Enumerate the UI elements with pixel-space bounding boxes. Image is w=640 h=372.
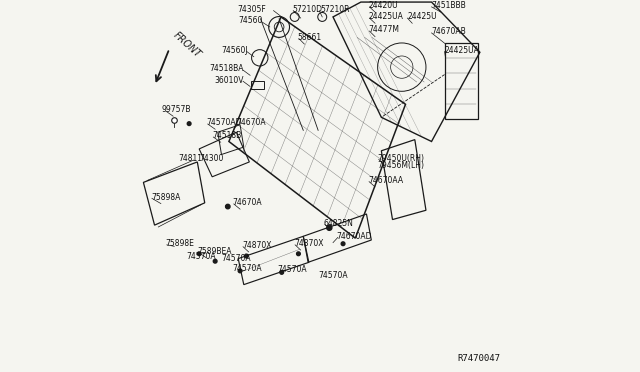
Text: 24425UA: 24425UA bbox=[445, 46, 479, 55]
Circle shape bbox=[341, 242, 345, 246]
Text: R7470047: R7470047 bbox=[458, 354, 500, 363]
Text: 36010V: 36010V bbox=[214, 76, 244, 85]
Text: 58661: 58661 bbox=[298, 33, 322, 42]
Circle shape bbox=[213, 259, 217, 263]
Circle shape bbox=[238, 269, 242, 273]
Text: 57210R: 57210R bbox=[320, 5, 349, 14]
Circle shape bbox=[326, 225, 332, 230]
Circle shape bbox=[197, 252, 201, 256]
Text: 7451BBB: 7451BBB bbox=[431, 1, 467, 10]
Text: 74305F: 74305F bbox=[237, 5, 266, 14]
Bar bbox=[252, 80, 264, 89]
Text: 24425UA: 24425UA bbox=[369, 12, 403, 22]
Text: 74870X: 74870X bbox=[294, 239, 323, 248]
Text: 74560: 74560 bbox=[238, 16, 262, 25]
Text: 74570A: 74570A bbox=[186, 252, 216, 261]
Text: 74570A: 74570A bbox=[221, 254, 251, 263]
Text: 74300: 74300 bbox=[199, 154, 223, 163]
Text: 74570A: 74570A bbox=[277, 265, 307, 274]
Text: 74560J: 74560J bbox=[221, 46, 248, 55]
Text: 74670AD: 74670AD bbox=[337, 232, 372, 241]
Text: 24425U: 24425U bbox=[408, 12, 437, 22]
Text: 74670A: 74670A bbox=[236, 118, 266, 127]
Circle shape bbox=[188, 122, 191, 125]
Text: 57210D: 57210D bbox=[292, 5, 322, 14]
Text: 74518BA: 74518BA bbox=[209, 64, 244, 74]
Text: 74570A: 74570A bbox=[232, 264, 262, 273]
Text: 74811: 74811 bbox=[179, 154, 203, 163]
Text: 74670A: 74670A bbox=[232, 198, 262, 207]
Text: 74518B: 74518B bbox=[212, 131, 241, 140]
Text: 75898E: 75898E bbox=[166, 239, 195, 248]
Text: 74570AD: 74570AD bbox=[207, 118, 242, 127]
Text: 24420U: 24420U bbox=[369, 1, 398, 10]
Text: 75898A: 75898A bbox=[151, 193, 180, 202]
Circle shape bbox=[296, 252, 300, 256]
Text: 74477M: 74477M bbox=[369, 25, 399, 35]
Text: 74570A: 74570A bbox=[318, 271, 348, 280]
Circle shape bbox=[280, 270, 284, 274]
Text: 74670AA: 74670AA bbox=[369, 176, 403, 185]
Text: FRONT: FRONT bbox=[172, 30, 203, 60]
Text: 74670AB: 74670AB bbox=[431, 27, 467, 36]
Text: 99757B: 99757B bbox=[162, 105, 191, 114]
Text: 79456M(LH): 79456M(LH) bbox=[378, 161, 424, 170]
Circle shape bbox=[225, 204, 230, 209]
Circle shape bbox=[244, 254, 248, 258]
Text: 74870X: 74870X bbox=[242, 241, 271, 250]
Text: 79450U(RH): 79450U(RH) bbox=[378, 154, 424, 163]
Text: 64825N: 64825N bbox=[324, 219, 353, 228]
Text: 7589BEA: 7589BEA bbox=[197, 247, 232, 256]
